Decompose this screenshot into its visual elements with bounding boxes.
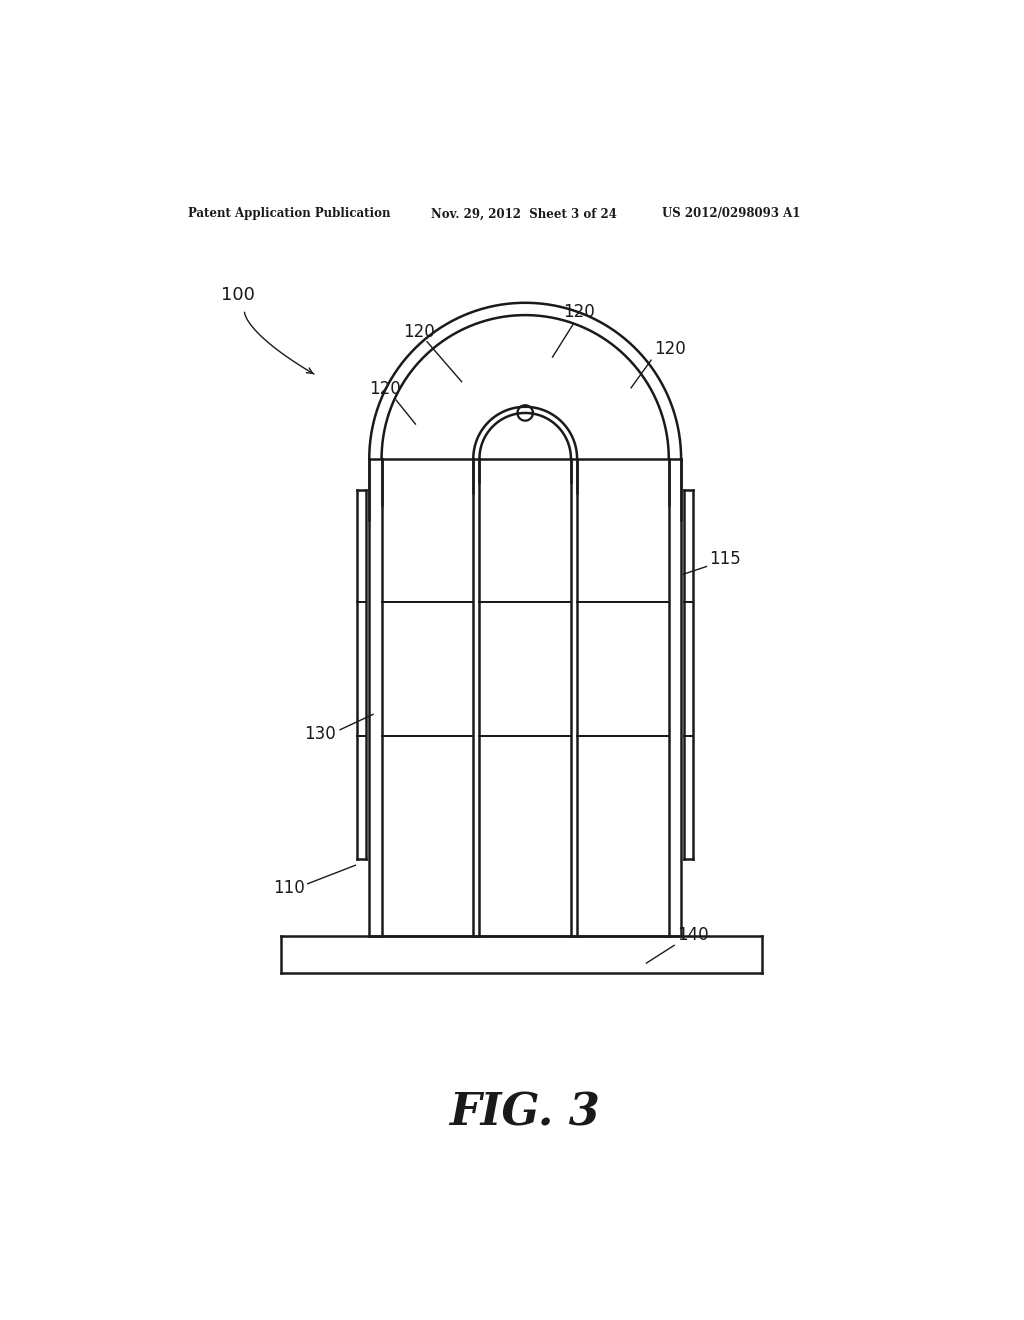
Text: Nov. 29, 2012  Sheet 3 of 24: Nov. 29, 2012 Sheet 3 of 24 (431, 207, 616, 220)
Text: Patent Application Publication: Patent Application Publication (188, 207, 391, 220)
Text: 120: 120 (369, 380, 400, 399)
Text: 110: 110 (273, 879, 305, 898)
Text: FIG. 3: FIG. 3 (450, 1092, 600, 1135)
Text: US 2012/0298093 A1: US 2012/0298093 A1 (662, 207, 800, 220)
Text: 115: 115 (710, 550, 741, 568)
Text: 120: 120 (563, 304, 595, 321)
Text: 100: 100 (221, 286, 255, 305)
Text: 130: 130 (304, 726, 336, 743)
Text: 120: 120 (403, 322, 435, 341)
Text: 120: 120 (654, 341, 686, 358)
Text: 140: 140 (677, 925, 709, 944)
